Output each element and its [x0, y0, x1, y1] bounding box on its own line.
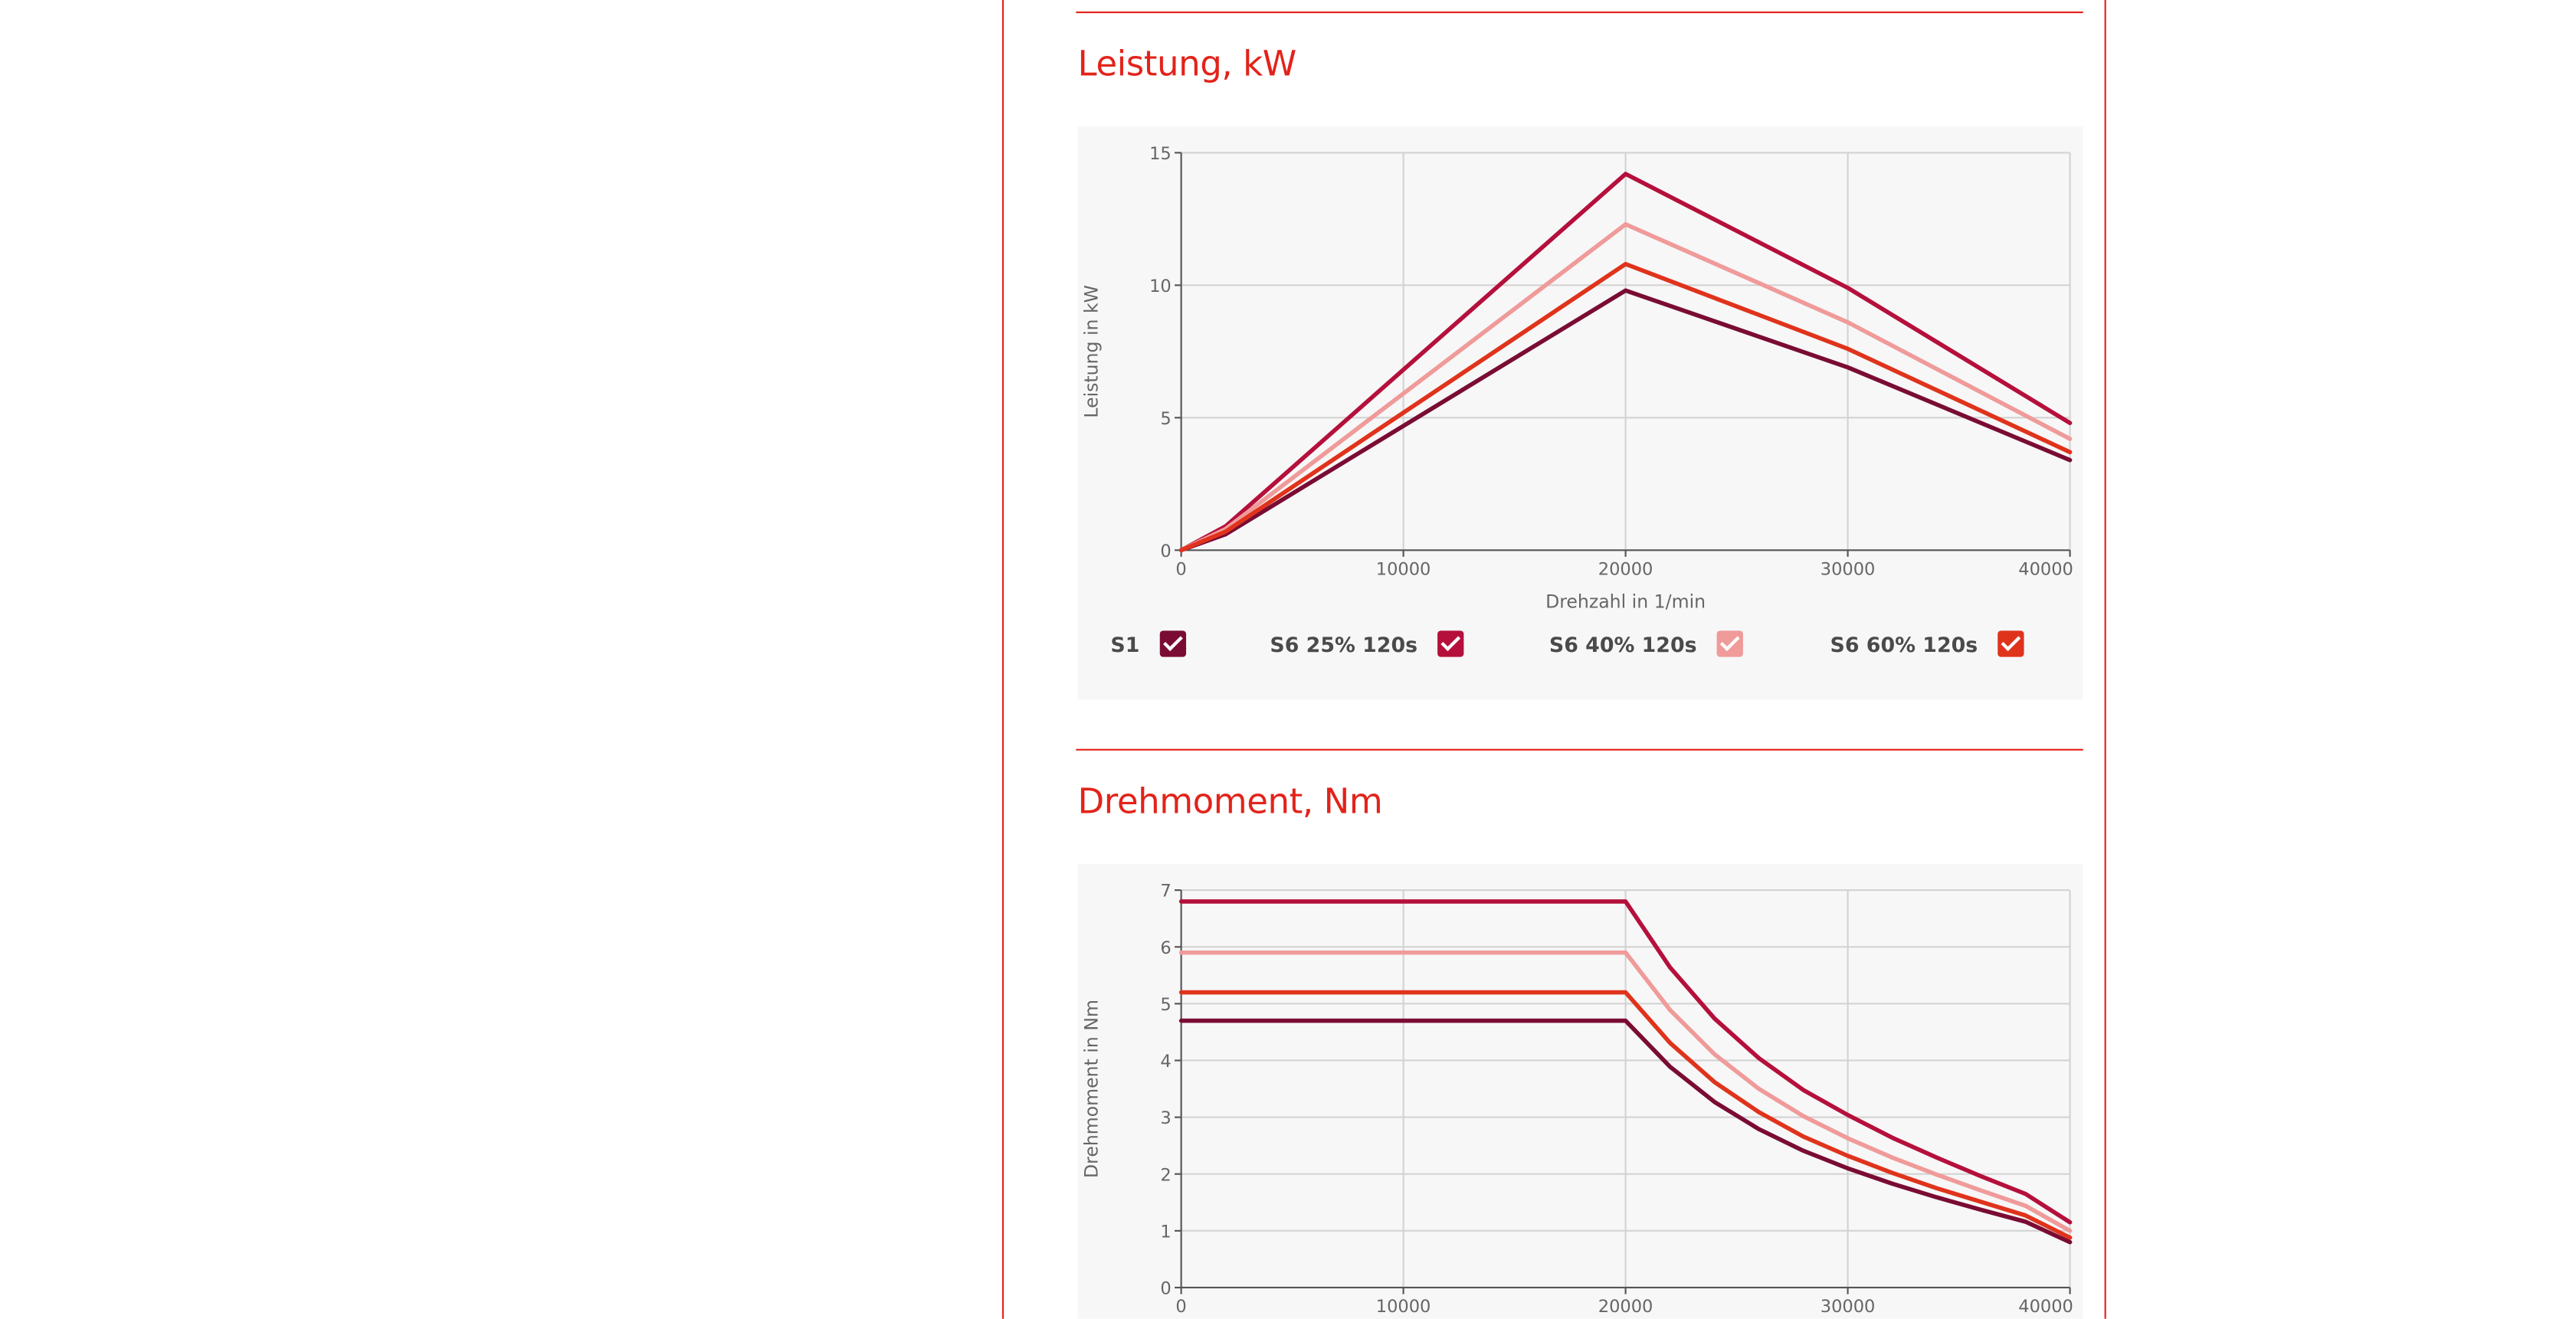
legend-item-s6-40[interactable]: S6 40% 120s — [1549, 629, 1743, 659]
series-line-s6-25-120s — [1178, 899, 2073, 1225]
y-axis-title: Leistung in kW — [1080, 285, 1102, 418]
y-tick-label: 5 — [1160, 995, 1171, 1015]
section-title-power: Leistung, kW — [1077, 44, 1297, 84]
y-tick-label: 5 — [1160, 409, 1171, 429]
series-line-s6-60-120s — [1178, 261, 2073, 553]
power-chart-box: 0 5 10 15 0 10000 20000 30000 40000 Drehzahl in 1… — [1077, 126, 2083, 700]
section-divider — [1076, 748, 2083, 751]
x-tick-label: 40000 — [2018, 559, 2073, 579]
y-tick-label: 15 — [1149, 144, 1172, 164]
checkbox-checked-icon[interactable] — [1997, 630, 2024, 657]
x-tick-label: 30000 — [1821, 559, 1876, 579]
x-tick-label: 40000 — [2018, 1297, 2073, 1317]
torque-chart: 0 1 2 3 4 5 6 7 0 10000 20000 30000 40000 Drehmoment … — [1080, 882, 2073, 1317]
y-tick-label: 1 — [1160, 1222, 1171, 1242]
checkbox-checked-icon[interactable] — [1716, 630, 1743, 657]
x-tick-label: 10000 — [1376, 1297, 1431, 1317]
y-tick-label: 7 — [1160, 882, 1171, 902]
series-line-s1 — [1178, 1018, 2073, 1245]
series-line-s6-60-120s — [1178, 990, 2073, 1240]
legend-item-s1[interactable]: S1 — [1110, 629, 1186, 659]
legend-label: S1 — [1110, 631, 1140, 656]
x-tick-label: 10000 — [1376, 559, 1431, 579]
y-tick-label: 3 — [1160, 1108, 1171, 1128]
y-axis-title: Drehmoment in Nm — [1080, 1000, 1102, 1178]
y-tick-label: 4 — [1160, 1052, 1171, 1072]
x-tick-label: 0 — [1175, 559, 1186, 579]
x-axis-title: Drehzahl in 1/min — [1545, 591, 1706, 612]
legend-item-s6-60[interactable]: S6 60% 120s — [1830, 629, 2024, 659]
torque-chart-box: 0 1 2 3 4 5 6 7 0 10000 20000 30000 40000 Drehmoment … — [1077, 863, 2083, 1319]
legend-label: S6 25% 120s — [1270, 631, 1418, 656]
x-tick-label: 20000 — [1598, 1297, 1653, 1317]
legend-item-s6-25[interactable]: S6 25% 120s — [1270, 629, 1464, 659]
power-chart: 0 5 10 15 0 10000 20000 30000 40000 Drehzahl in 1… — [1080, 144, 2073, 612]
x-tick-label: 30000 — [1821, 1297, 1876, 1317]
legend-label: S6 40% 120s — [1549, 631, 1697, 656]
y-tick-label: 6 — [1160, 938, 1171, 958]
y-tick-label: 10 — [1149, 277, 1172, 296]
section-divider — [1076, 11, 2083, 14]
legend-label: S6 60% 120s — [1830, 631, 1978, 656]
x-tick-label: 20000 — [1598, 559, 1653, 579]
y-tick-label: 2 — [1160, 1165, 1171, 1185]
checkbox-checked-icon[interactable] — [1437, 630, 1464, 657]
y-tick-label: 0 — [1160, 542, 1171, 561]
x-tick-label: 0 — [1175, 1297, 1186, 1317]
section-title-torque: Drehmoment, Nm — [1077, 781, 1383, 822]
y-tick-label: 0 — [1160, 1279, 1171, 1299]
checkbox-checked-icon[interactable] — [1159, 630, 1186, 657]
series-line-s6-40-120s — [1178, 950, 2073, 1233]
